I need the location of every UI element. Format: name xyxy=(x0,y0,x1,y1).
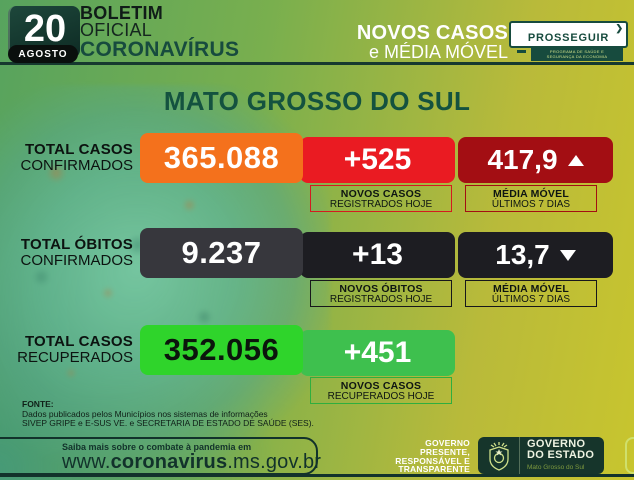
recovered-new-value: +451 xyxy=(343,336,412,369)
deaths-label-line2: CONFIRMADOS xyxy=(20,252,134,269)
confirmed-new-value: +525 xyxy=(343,143,412,176)
government-slogan: GOVERNO PRESENTE, RESPONSÁVEL E TRANSPAR… xyxy=(360,439,470,474)
source-line1: Dados publicados pelos Municípios nos si… xyxy=(22,408,268,419)
confirmed-label-line1: TOTAL CASOS xyxy=(24,141,133,158)
url-domain: coronavirus xyxy=(110,451,228,473)
source-line2: SIVEP GRIPE e E-SUS VE. e SECRETARIA DE … xyxy=(22,418,314,428)
bulletin-title: BOLETIM OFICIAL CORONAVÍRUS xyxy=(80,3,240,61)
recovered-new-box: +451 xyxy=(300,330,455,376)
subtitle-novos-casos: NOVOS CASOS xyxy=(356,22,508,44)
title-boletim: BOLETIM xyxy=(80,3,164,23)
title-coronavirus: CORONAVÍRUS xyxy=(80,38,240,61)
url-suffix: .ms.gov.br xyxy=(227,451,322,473)
header-subtitle: NOVOS CASOS e MÉDIA MÓVEL xyxy=(330,22,508,62)
title-oficial: OFICIAL xyxy=(80,20,153,40)
deaths-new-box: +13 xyxy=(300,232,455,278)
website-box: Saiba mais sobre o combate à pandemia em… xyxy=(0,437,321,475)
deaths-label-line1: TOTAL ÓBITOS xyxy=(20,236,133,253)
url-www: www. xyxy=(62,451,111,473)
deaths-label: TOTAL ÓBITOS CONFIRMADOS xyxy=(0,236,134,269)
website-link[interactable]: www.coronavirus.ms.gov.br xyxy=(62,451,321,473)
confirmed-new-box: +525 xyxy=(300,137,455,183)
government-logo-text: GOVERNO DO ESTADO Mato Grosso do Sul xyxy=(520,437,595,473)
website-caption: Saiba mais sobre o combate à pandemia em xyxy=(62,442,252,452)
prosseguir-tagline-1: PROGRAMA DE SAÚDE E xyxy=(549,49,605,54)
caption-line2: RECUPERADOS HOJE xyxy=(327,391,435,402)
header-divider xyxy=(0,62,634,65)
gov-line1: GOVERNO xyxy=(527,437,586,450)
date-day: 20 xyxy=(23,7,67,50)
recovered-new-caption: NOVOS CASOS RECUPERADOS HOJE xyxy=(310,377,452,404)
deaths-total-box: 9.237 xyxy=(140,228,303,278)
prosseguir-name: PROSSEGUIR xyxy=(527,32,610,44)
source-note: FONTE: Dados publicados pelos Municípios… xyxy=(22,399,314,429)
prosseguir-logo-box: PROSSEGUIR ❯ xyxy=(509,21,628,48)
caption-line1: MÉDIA MÓVEL xyxy=(493,188,569,200)
caption-line2: ÚLTIMOS 7 DIAS xyxy=(491,199,571,210)
caption-line1: NOVOS CASOS xyxy=(340,188,422,200)
recovered-total-box: 352.056 xyxy=(140,325,303,375)
caption-line2: REGISTRADOS HOJE xyxy=(329,294,433,305)
prosseguir-tagline: PROGRAMA DE SAÚDE E SEGURANÇA DA ECONOMI… xyxy=(531,48,623,61)
prosseguir-tagline-2: SEGURANÇA DA ECONOMIA xyxy=(546,54,608,59)
date-month: AGOSTO xyxy=(18,48,68,60)
confirmed-total-value: 365.088 xyxy=(163,140,280,175)
caption-line1: NOVOS CASOS xyxy=(340,380,422,392)
prosseguir-dash xyxy=(517,50,526,53)
recovered-label-line1: TOTAL CASOS xyxy=(24,333,133,350)
gov-state: Mato Grosso do Sul xyxy=(527,463,585,471)
date-month-pill: AGOSTO xyxy=(8,45,78,63)
subtitle-media-movel: e MÉDIA MÓVEL xyxy=(368,42,508,62)
confirmed-avg-box: 417,9 xyxy=(458,137,613,183)
gov-line2: DO ESTADO xyxy=(527,448,595,461)
trend-down-icon xyxy=(559,249,576,261)
confirmed-new-caption: NOVOS CASOS REGISTRADOS HOJE xyxy=(310,185,452,212)
recovered-label-line2: RECUPERADOS xyxy=(17,349,133,366)
chevron-right-icon: ❯ xyxy=(615,23,623,33)
deaths-avg-caption: MÉDIA MÓVEL ÚLTIMOS 7 DIAS xyxy=(465,280,597,307)
recovered-total-value: 352.056 xyxy=(163,332,280,367)
partial-frame xyxy=(625,437,634,474)
caption-line2: REGISTRADOS HOJE xyxy=(329,199,433,210)
slogan-line2: PRESENTE, xyxy=(420,446,470,457)
confirmed-label-line2: CONFIRMADOS xyxy=(20,157,134,174)
coat-of-arms-icon xyxy=(478,437,520,474)
slogan-line3: RESPONSÁVEL E xyxy=(395,455,470,466)
government-logo: GOVERNO DO ESTADO Mato Grosso do Sul xyxy=(478,437,604,474)
trend-up-icon xyxy=(567,154,584,166)
prosseguir-logo: PROSSEGUIR ❯ PROGRAMA DE SAÚDE E SEGURAN… xyxy=(509,21,628,61)
confirmed-avg-value: 417,9 xyxy=(487,144,558,175)
caption-line1: MÉDIA MÓVEL xyxy=(493,283,569,295)
deaths-avg-box: 13,7 xyxy=(458,232,613,278)
caption-line1: NOVOS ÓBITOS xyxy=(339,283,423,295)
caption-line2: ÚLTIMOS 7 DIAS xyxy=(491,294,571,305)
recovered-label: TOTAL CASOS RECUPERADOS xyxy=(0,334,133,366)
confirmed-label: TOTAL CASOS CONFIRMADOS xyxy=(0,141,134,174)
state-title: MATO GROSSO DO SUL xyxy=(163,86,471,116)
deaths-new-caption: NOVOS ÓBITOS REGISTRADOS HOJE xyxy=(310,280,452,307)
confirmed-total-box: 365.088 xyxy=(140,133,303,183)
slogan-line1: GOVERNO xyxy=(425,438,470,448)
bottom-divider xyxy=(0,474,634,477)
confirmed-avg-caption: MÉDIA MÓVEL ÚLTIMOS 7 DIAS xyxy=(465,185,597,212)
deaths-new-value: +13 xyxy=(352,238,403,271)
source-label: FONTE: xyxy=(22,399,54,409)
slogan-line4: TRANSPARENTE xyxy=(398,464,470,475)
deaths-total-value: 9.237 xyxy=(181,235,262,270)
deaths-avg-value: 13,7 xyxy=(495,239,550,270)
